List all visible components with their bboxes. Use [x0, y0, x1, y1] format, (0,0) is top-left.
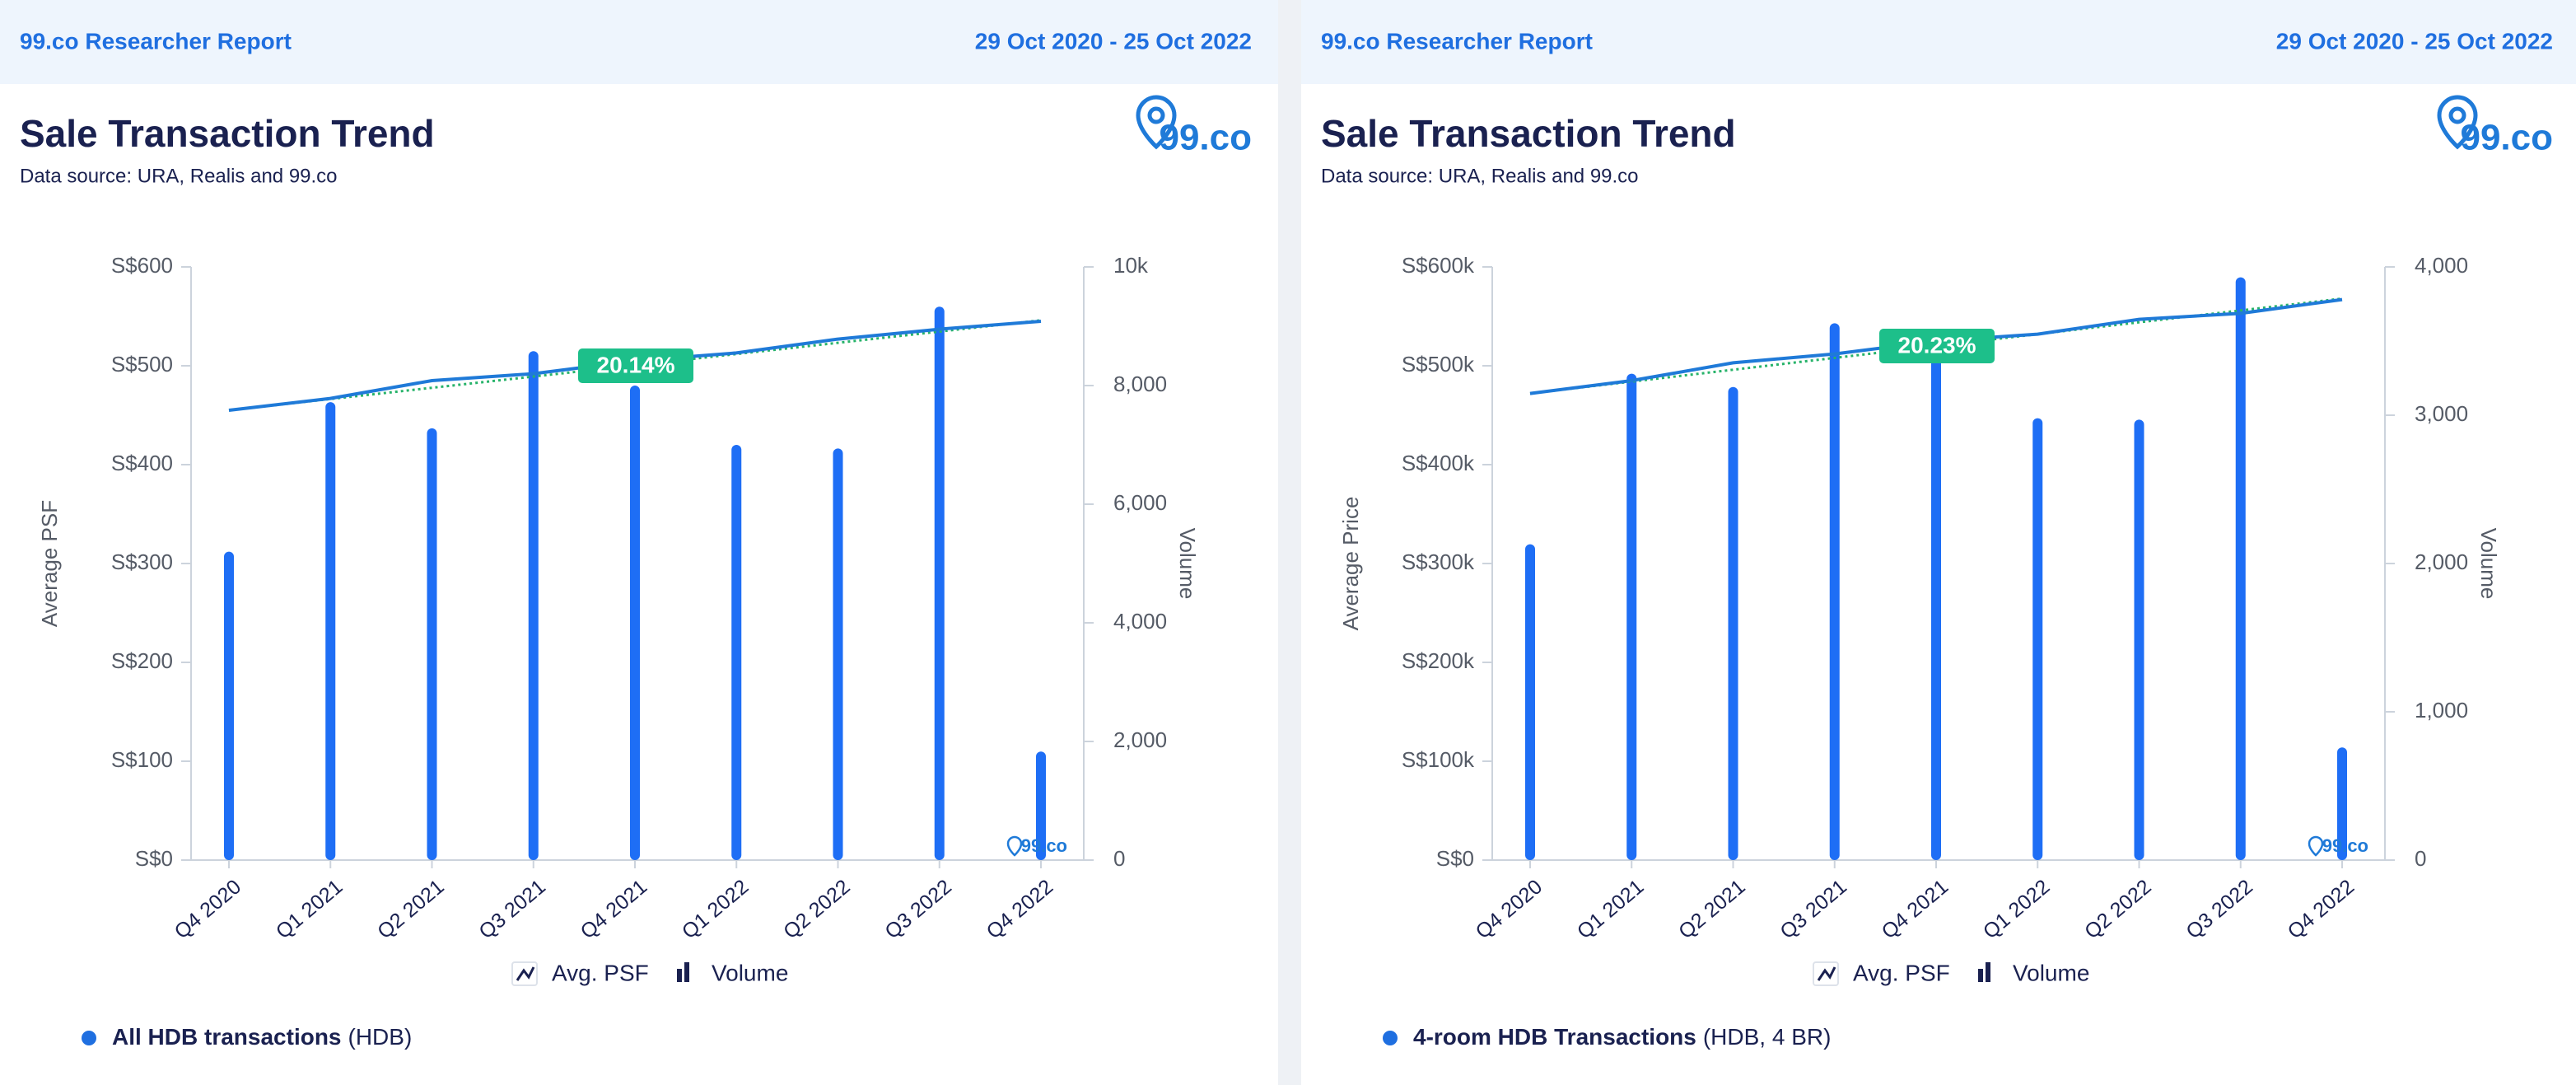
- watermark-pin: [2308, 835, 2324, 857]
- watermark: 99.co: [1021, 835, 1067, 856]
- bar: [2235, 277, 2246, 861]
- trend-line: [228, 319, 1042, 412]
- annotation-box: [578, 348, 693, 383]
- bar: [1036, 751, 1046, 860]
- bar: [1829, 323, 1840, 860]
- y2-tick-label: 6,000: [1113, 490, 1167, 515]
- y-tick-label: S$500: [111, 352, 173, 376]
- title: Sale Transaction Trend: [1321, 112, 1736, 155]
- y2-axis-title: Volume: [2476, 528, 2501, 600]
- source: Data source: URA, Realis and 99.co: [20, 165, 338, 187]
- legend-icon-frame: [1813, 961, 1839, 986]
- y2-tick-label: 1,000: [2415, 698, 2468, 723]
- y-tick-label: S$400: [111, 451, 173, 475]
- logo: 99.co: [1159, 118, 1252, 158]
- y2-tick-label: 3,000: [2415, 401, 2468, 426]
- footer-bold: All HDB transactions: [112, 1024, 342, 1050]
- source: Data source: URA, Realis and 99.co: [1321, 165, 1639, 187]
- legend-bar-icon: [1986, 962, 1990, 982]
- bar: [1525, 544, 1535, 860]
- bar: [1931, 339, 1941, 860]
- footer-dot: [82, 1031, 96, 1045]
- bar: [833, 448, 843, 860]
- annotation-box: [1879, 329, 1995, 363]
- y-tick-label: S$100: [111, 747, 173, 772]
- bar: [2032, 418, 2043, 861]
- bar: [427, 428, 437, 860]
- footer-rest: (HDB): [348, 1024, 413, 1050]
- report-name: 99.co Researcher Report: [1321, 28, 1593, 54]
- watermark: 99.co: [2322, 835, 2368, 856]
- bar: [731, 445, 742, 860]
- bar: [2134, 419, 2144, 860]
- bar: [1626, 373, 1637, 861]
- header-bar: [1301, 0, 2576, 84]
- logo-pin: [2437, 95, 2478, 150]
- y-tick-label: S$500k: [1402, 352, 1475, 376]
- annotation: 20.23%: [1898, 332, 1976, 358]
- bar: [528, 351, 539, 860]
- y-tick-label: S$600: [111, 253, 173, 278]
- footer: All HDB transactions (HDB): [112, 1024, 412, 1050]
- bar: [1728, 386, 1738, 860]
- logo: 99.co: [2460, 118, 2553, 158]
- y2-tick-label: 0: [2415, 846, 2426, 871]
- legend-bar-icon: [684, 962, 689, 982]
- legend-icon-frame: [511, 961, 538, 986]
- bar: [934, 306, 945, 860]
- bar: [325, 402, 336, 860]
- footer: 4-room HDB Transactions (HDB, 4 BR): [1413, 1024, 1831, 1050]
- y-tick-label: S$100k: [1402, 747, 1475, 772]
- bar: [630, 386, 640, 860]
- legend-label: Avg. PSF: [1853, 960, 1950, 985]
- legend-label: Avg. PSF: [552, 960, 649, 985]
- header-bar: [0, 0, 1278, 84]
- y-tick-label: S$200k: [1402, 648, 1475, 673]
- footer-bold: 4-room HDB Transactions: [1413, 1024, 1696, 1050]
- bar: [224, 551, 234, 860]
- y2-tick-label: 4,000: [2415, 253, 2468, 278]
- footer-rest: (HDB, 4 BR): [1703, 1024, 1832, 1050]
- y2-tick-label: 2,000: [2415, 550, 2468, 574]
- y2-tick-label: 4,000: [1113, 609, 1167, 634]
- logo-pin: [1136, 95, 1177, 150]
- y-tick-label: S$0: [1436, 846, 1474, 871]
- y2-tick-label: 8,000: [1113, 372, 1167, 396]
- y-tick-label: S$300: [111, 550, 173, 574]
- legend-bar-icon: [1978, 969, 1983, 982]
- panel: 99.co Researcher Report 29 Oct 2020 - 25 …: [0, 0, 1278, 1085]
- date-range: 29 Oct 2020 - 25 Oct 2022: [975, 28, 1252, 54]
- bar: [2337, 747, 2347, 860]
- y-tick-label: S$0: [135, 846, 173, 871]
- y2-tick-label: 2,000: [1113, 727, 1167, 752]
- y-axis-title: Average PSF: [37, 500, 62, 627]
- legend-line-icon: [1817, 966, 1836, 981]
- watermark-pin: [1006, 835, 1023, 857]
- y-tick-label: S$400k: [1402, 451, 1475, 475]
- y2-tick-label: 0: [1113, 846, 1125, 871]
- report-name: 99.co Researcher Report: [20, 28, 292, 54]
- panel: 99.co Researcher Report 29 Oct 2020 - 25 …: [1301, 0, 2576, 1085]
- footer-dot: [1383, 1031, 1398, 1045]
- y-tick-label: S$600k: [1402, 253, 1475, 278]
- y-tick-label: S$300k: [1402, 550, 1475, 574]
- y-axis-title: Average Price: [1338, 497, 1363, 631]
- legend-label: Volume: [2013, 960, 2089, 985]
- date-range: 29 Oct 2020 - 25 Oct 2022: [2276, 28, 2553, 54]
- legend-bar-icon: [677, 969, 682, 982]
- y-tick-label: S$200: [111, 648, 173, 673]
- annotation: 20.14%: [597, 352, 675, 377]
- title: Sale Transaction Trend: [20, 112, 435, 155]
- legend-label: Volume: [712, 960, 788, 985]
- y2-axis-title: Volume: [1175, 528, 1200, 600]
- y2-tick-label: 10k: [1113, 253, 1149, 278]
- legend-line-icon: [516, 966, 535, 981]
